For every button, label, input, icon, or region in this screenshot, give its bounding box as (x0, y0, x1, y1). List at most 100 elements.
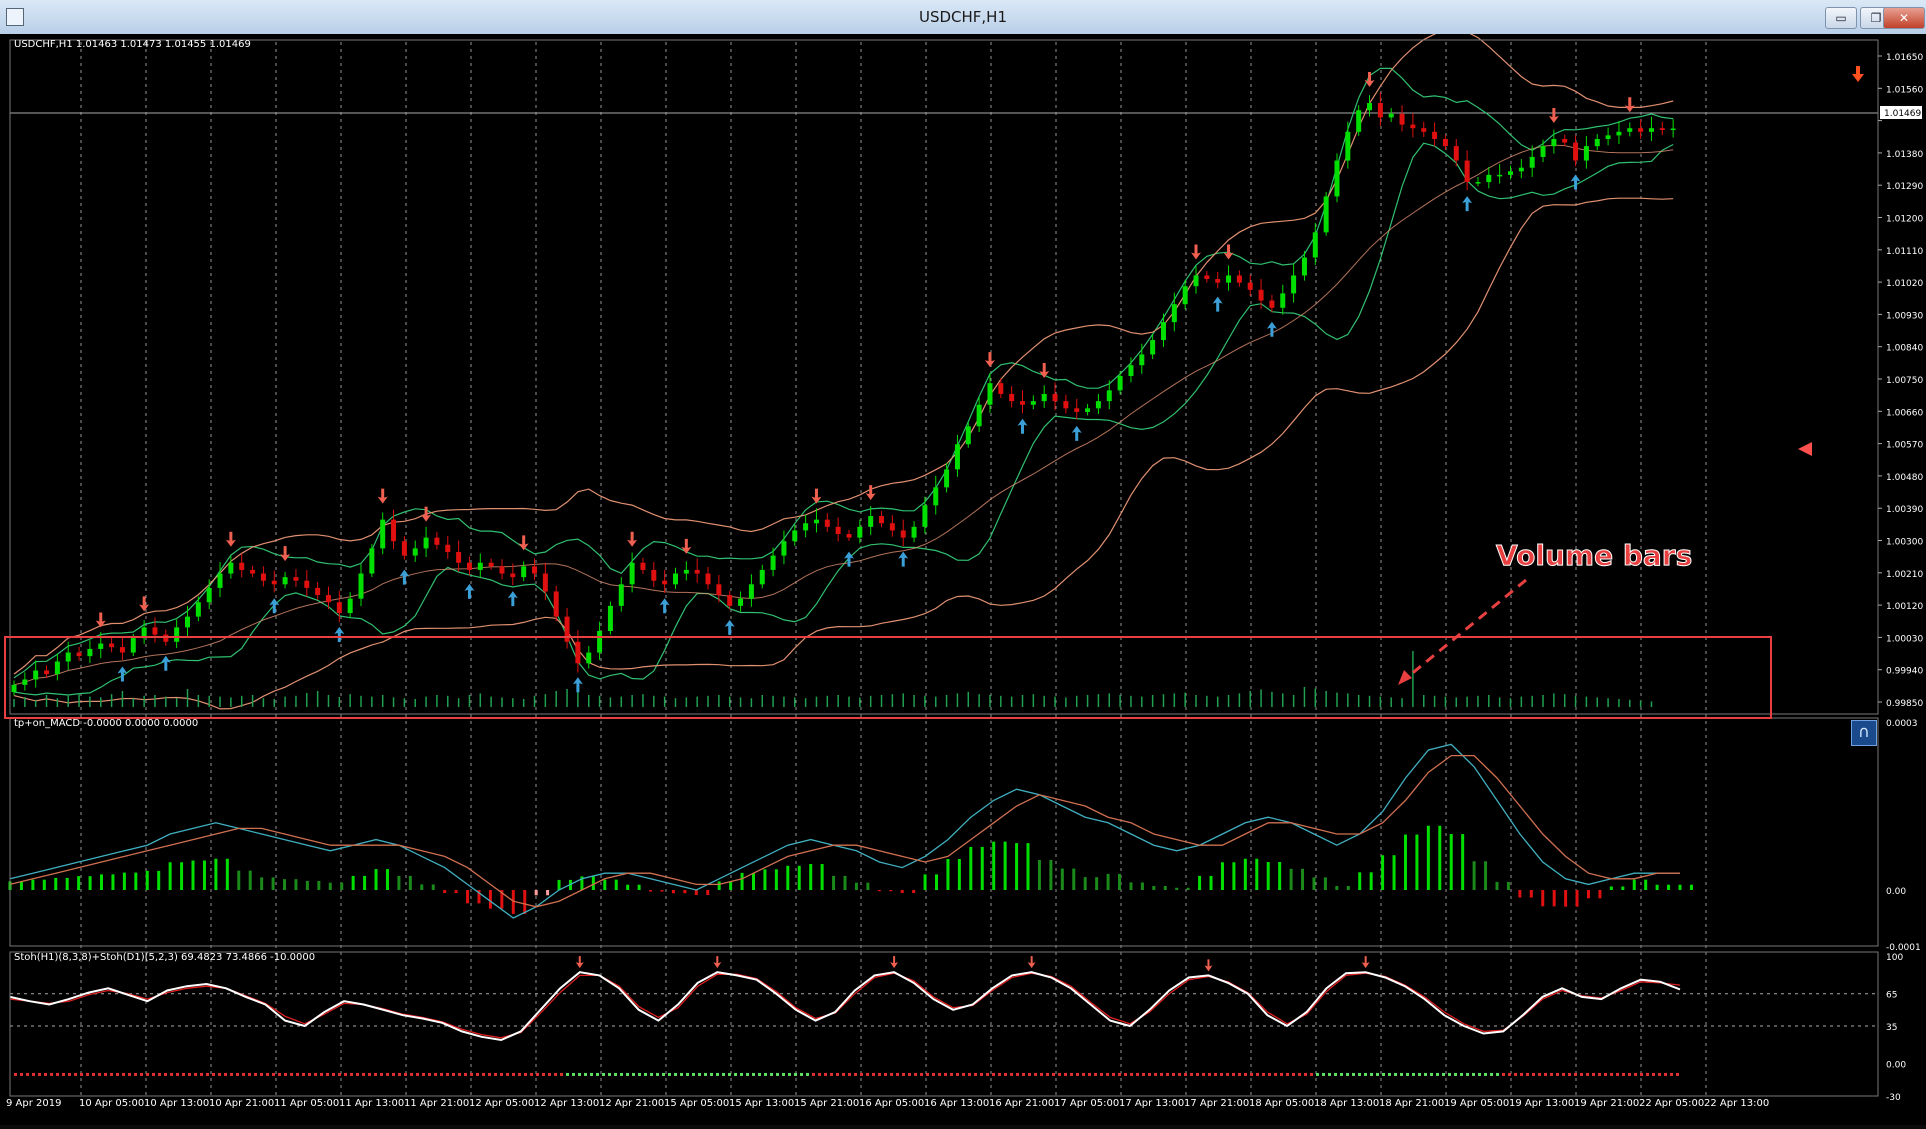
stoch-daily-dot (134, 1072, 137, 1076)
stoch-daily-dot (44, 1072, 47, 1076)
macd-panel (8, 743, 1693, 919)
stoch-daily-dot (680, 1072, 683, 1076)
candle-body (1464, 160, 1470, 183)
candle-body (813, 519, 819, 524)
stoch-daily-dot (1256, 1072, 1259, 1076)
chart-window-icon[interactable] (6, 8, 24, 26)
price-tick-label: 1.01200 (1886, 215, 1923, 225)
stoch-daily-dot (1004, 1072, 1007, 1076)
stoch-main-line (9, 971, 1681, 1042)
candle-body (727, 595, 733, 606)
candle-body (76, 652, 82, 657)
stoch-daily-dot (1352, 1072, 1355, 1076)
candle-body (1388, 113, 1394, 118)
candle-body (1182, 286, 1188, 305)
signal-arrows (95, 66, 1864, 693)
stoch-daily-dot (356, 1072, 359, 1076)
stoch-daily-dot (446, 1072, 449, 1076)
chart-area[interactable]: 9 Apr 2019 10 Apr 05:00 10 Apr 13:00 10 Apr… (0, 28, 1926, 1129)
stoch-daily-dot (944, 1072, 947, 1076)
candle-body (174, 627, 180, 642)
time-tick-label: 16 Apr 21:00 (989, 1098, 1054, 1109)
candle-body (911, 526, 917, 538)
stoch-daily-dot (104, 1072, 107, 1076)
stoch-daily-dot (1538, 1072, 1541, 1076)
candle-body (1507, 171, 1513, 175)
stoch-daily-dot (1088, 1072, 1091, 1076)
stoch-daily-dot (698, 1072, 701, 1076)
down-arrow-icon (1223, 244, 1234, 260)
candle-body (33, 670, 39, 680)
magnet-tool-icon[interactable]: ∩ (1851, 720, 1877, 746)
stoch-daily-dot (1364, 1072, 1367, 1076)
stoch-daily-dot (440, 1072, 443, 1076)
candle-body (1594, 138, 1600, 147)
stoch-daily-dot (710, 1072, 713, 1076)
stoch-daily-dot (524, 1072, 527, 1076)
candle-body (1486, 174, 1492, 183)
candle-body (1540, 146, 1546, 157)
stoch-down-arrow-icon (713, 956, 722, 969)
candle-body (325, 595, 331, 603)
candle-body (1345, 131, 1351, 161)
stoch-daily-dot (1292, 1072, 1295, 1076)
minimize-button[interactable]: ▭ (1825, 7, 1857, 29)
stoch-daily-dot (884, 1072, 887, 1076)
time-tick-label: 22 Apr 05:00 (1639, 1098, 1704, 1109)
candle-body (683, 569, 689, 574)
band-inner-upper (13, 67, 1674, 679)
price-tick-label: 1.00030 (1886, 634, 1923, 644)
panel-border (9, 951, 1879, 1097)
stoch-daily-dot (1028, 1072, 1031, 1076)
candle-body (694, 569, 700, 574)
stoch-daily-dot (98, 1072, 101, 1076)
stoch-daily-dot (314, 1072, 317, 1076)
price-tick-label: 1.01290 (1886, 182, 1923, 192)
candle-body (54, 661, 60, 675)
stoch-daily-dot (812, 1072, 815, 1076)
stoch-daily-dot (1016, 1072, 1019, 1076)
stoch-daily-dot (152, 1072, 155, 1076)
stoch-daily-dot (566, 1072, 569, 1076)
candle-body (434, 537, 440, 545)
stoch-daily-dot (656, 1072, 659, 1076)
stoch-daily-dot (1268, 1072, 1271, 1076)
price-tick-label: 1.01560 (1886, 85, 1923, 95)
candle-body (1410, 124, 1416, 129)
time-tick-label: 18 Apr 05:00 (1249, 1098, 1314, 1109)
stoch-daily-dot (866, 1072, 869, 1076)
time-tick-label: 15 Apr 21:00 (794, 1098, 859, 1109)
stoch-daily-dot (266, 1072, 269, 1076)
stoch-daily-dot (122, 1072, 125, 1076)
down-arrow-icon (421, 506, 432, 522)
candle-body (1117, 376, 1123, 391)
chart-canvas[interactable]: 9 Apr 2019 10 Apr 05:00 10 Apr 13:00 10 Apr… (0, 28, 1926, 1125)
candle-body (651, 569, 657, 581)
stoch-tick-label: 65 (1886, 991, 1897, 1001)
price-tick-label: 1.01020 (1886, 279, 1923, 289)
stoch-daily-dot (692, 1072, 695, 1076)
stoch-daily-dot (62, 1072, 65, 1076)
close-button[interactable]: ✕ (1883, 7, 1925, 29)
time-tick-label: 11 Apr 21:00 (404, 1098, 469, 1109)
stoch-daily-dot (662, 1072, 665, 1076)
candle-body (889, 523, 895, 531)
stoch-daily-dot (1340, 1072, 1343, 1076)
candle-body (553, 591, 559, 617)
stoch-tick-label: 0.00 (1886, 1061, 1906, 1071)
stoch-daily-dot (1148, 1072, 1151, 1076)
candle-body (1605, 135, 1611, 139)
candle-body (477, 562, 483, 570)
stoch-daily-dot (374, 1072, 377, 1076)
candle-body (835, 526, 841, 535)
candle-body (705, 573, 711, 585)
stoch-daily-dot (1472, 1072, 1475, 1076)
stoch-daily-dot (20, 1072, 23, 1076)
stoch-daily-dot (500, 1072, 503, 1076)
stoch-daily-dot (1436, 1072, 1439, 1076)
down-arrow-icon (95, 612, 106, 628)
stoch-daily-dot (770, 1072, 773, 1076)
candle-body (998, 383, 1004, 394)
stoch-daily-dot (1082, 1072, 1085, 1076)
stoch-daily-dot (1010, 1072, 1013, 1076)
